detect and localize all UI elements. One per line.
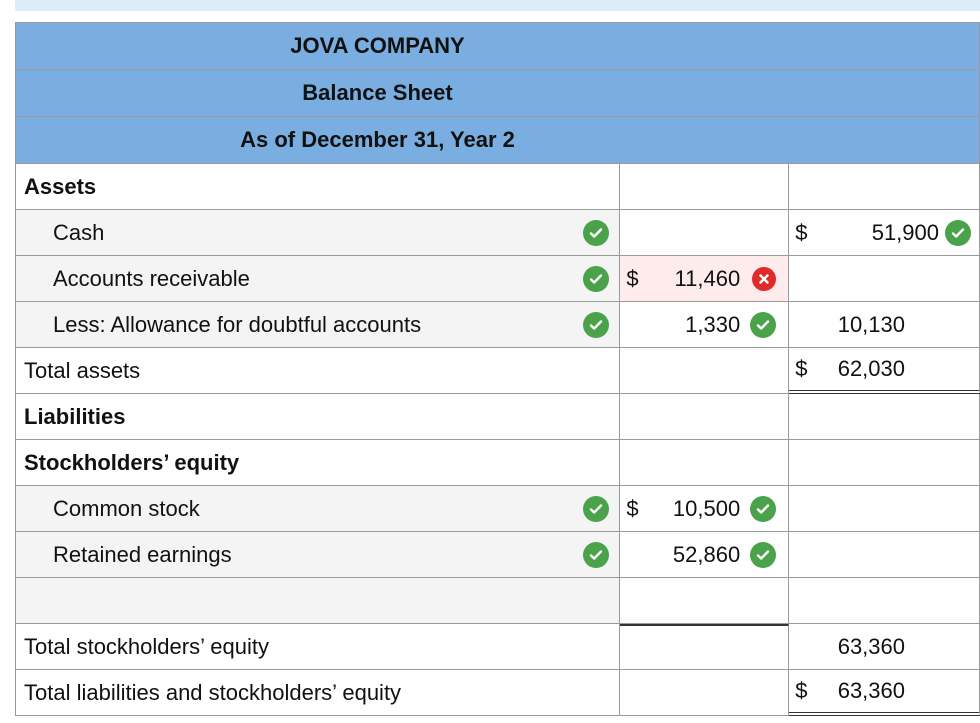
amount: 10,130 bbox=[837, 311, 905, 337]
row-blank bbox=[15, 578, 980, 624]
row-total-equity: Total stockholders’ equity 63,360 bbox=[15, 624, 980, 670]
amount: 63,360 bbox=[837, 678, 905, 703]
input-cell[interactable]: $ 11,460 bbox=[620, 256, 790, 302]
input-cell[interactable]: $ 51,900 bbox=[789, 210, 980, 256]
account-select[interactable] bbox=[16, 578, 621, 624]
row-total-assets: Total assets $ 62,030 bbox=[15, 348, 980, 394]
input-cell[interactable] bbox=[789, 578, 980, 624]
amount: 11,460 bbox=[674, 265, 741, 291]
account-label: Cash bbox=[53, 219, 105, 245]
balance-sheet: JOVA COMPANY Balance Sheet As of Decembe… bbox=[15, 22, 980, 716]
input-cell[interactable] bbox=[789, 532, 980, 578]
total-label: Total stockholders’ equity bbox=[24, 633, 269, 659]
total-label: Total assets bbox=[24, 357, 141, 383]
section-label: Assets bbox=[24, 173, 97, 199]
amount: 62,030 bbox=[837, 356, 905, 381]
account-select[interactable]: Accounts receivable bbox=[16, 256, 621, 302]
input-cell[interactable] bbox=[620, 624, 790, 670]
check-circle-icon bbox=[583, 496, 610, 522]
input-cell[interactable] bbox=[620, 440, 790, 486]
account-select[interactable]: Cash bbox=[16, 210, 621, 256]
dollar-sign: $ bbox=[626, 265, 639, 291]
input-cell[interactable] bbox=[789, 164, 980, 210]
amount: 10,500 bbox=[672, 495, 741, 521]
check-circle-icon bbox=[583, 312, 610, 338]
amount: 63,360 bbox=[837, 633, 905, 659]
dollar-sign: $ bbox=[795, 219, 808, 245]
x-circle-icon bbox=[752, 267, 777, 291]
check-circle-icon bbox=[583, 542, 610, 568]
input-cell[interactable] bbox=[789, 440, 980, 486]
input-cell[interactable] bbox=[789, 486, 980, 532]
section-label: Liabilities bbox=[24, 403, 126, 429]
top-banner bbox=[15, 0, 980, 11]
account-label: Accounts receivable bbox=[53, 265, 250, 291]
input-cell[interactable] bbox=[620, 164, 790, 210]
account-select[interactable]: Less: Allowance for doubtful accounts bbox=[16, 302, 621, 348]
row-assets: Assets bbox=[15, 164, 980, 210]
row-common-stock: Common stock $ 10,500 bbox=[15, 486, 980, 532]
input-cell[interactable] bbox=[620, 578, 790, 624]
input-cell[interactable]: $ 63,360 bbox=[789, 670, 980, 716]
account-label: Common stock bbox=[53, 495, 200, 521]
check-circle-icon bbox=[750, 496, 777, 522]
amount: 52,860 bbox=[672, 541, 741, 567]
account-select[interactable]: Common stock bbox=[16, 486, 621, 532]
input-cell[interactable] bbox=[789, 394, 980, 440]
input-cell[interactable] bbox=[789, 256, 980, 302]
row-liabilities: Liabilities bbox=[15, 394, 980, 440]
input-cell[interactable]: $ 10,500 bbox=[620, 486, 790, 532]
row-total-liabilities-equity: Total liabilities and stockholders’ equi… bbox=[15, 670, 980, 716]
row-stockholders-equity: Stockholders’ equity bbox=[15, 440, 980, 486]
statement-title: Balance Sheet bbox=[15, 69, 980, 116]
input-cell[interactable] bbox=[620, 210, 790, 256]
total-label: Total liabilities and stockholders’ equi… bbox=[24, 679, 402, 705]
section-label: Stockholders’ equity bbox=[24, 449, 240, 475]
input-cell[interactable]: 1,330 bbox=[620, 302, 790, 348]
company-name: JOVA COMPANY bbox=[15, 22, 980, 69]
check-circle-icon bbox=[583, 266, 610, 292]
amount: 51,900 bbox=[871, 219, 939, 245]
row-allowance: Less: Allowance for doubtful accounts 1,… bbox=[15, 302, 980, 348]
check-circle-icon bbox=[583, 220, 610, 246]
input-cell[interactable]: 10,130 bbox=[789, 302, 980, 348]
account-label: Retained earnings bbox=[53, 541, 232, 567]
input-cell[interactable] bbox=[620, 670, 790, 716]
check-circle-icon bbox=[750, 542, 777, 568]
statement-date: As of December 31, Year 2 bbox=[15, 116, 980, 164]
row-accounts-receivable: Accounts receivable $ 11,460 bbox=[15, 256, 980, 302]
account-select[interactable]: Retained earnings bbox=[16, 532, 621, 578]
input-cell[interactable]: 63,360 bbox=[789, 624, 980, 670]
input-cell[interactable]: 52,860 bbox=[620, 532, 790, 578]
input-cell[interactable] bbox=[620, 394, 790, 440]
check-circle-icon bbox=[945, 220, 971, 246]
amount: 1,330 bbox=[685, 311, 741, 337]
input-cell[interactable] bbox=[620, 348, 790, 394]
input-cell[interactable]: $ 62,030 bbox=[789, 348, 980, 394]
account-label: Less: Allowance for doubtful accounts bbox=[53, 311, 422, 337]
row-retained-earnings: Retained earnings 52,860 bbox=[15, 532, 980, 578]
check-circle-icon bbox=[750, 312, 777, 338]
dollar-sign: $ bbox=[795, 356, 808, 381]
dollar-sign: $ bbox=[795, 678, 808, 703]
row-cash: Cash $ 51,900 bbox=[15, 210, 980, 256]
dollar-sign: $ bbox=[626, 495, 639, 521]
